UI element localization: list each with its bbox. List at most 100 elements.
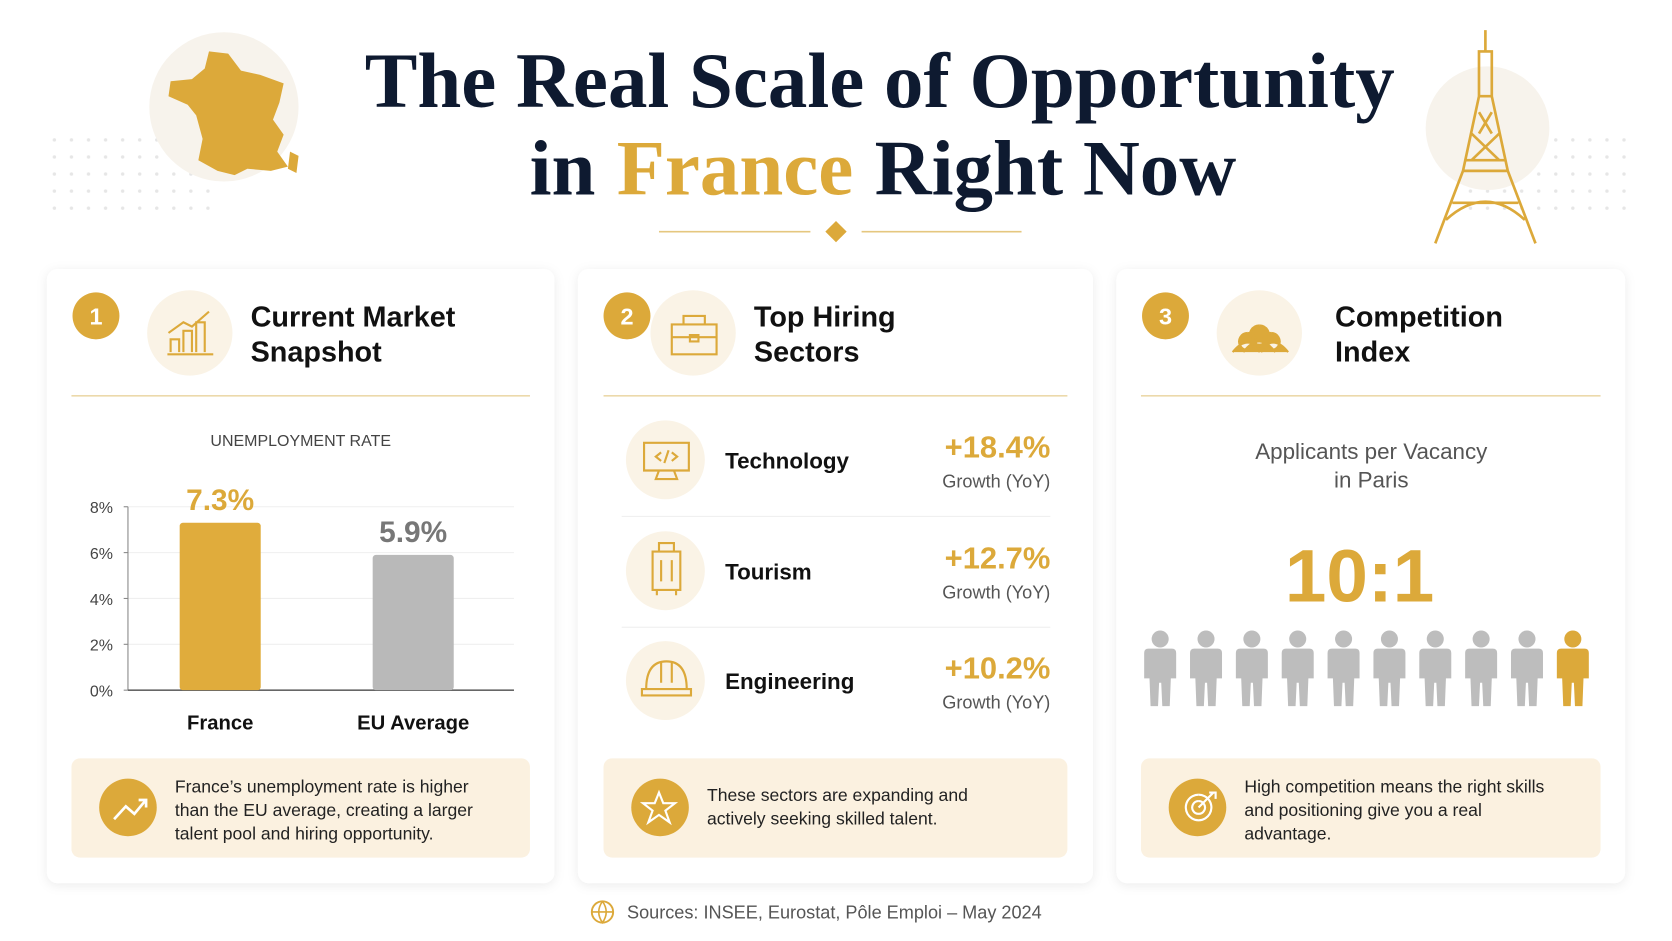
icon-circle <box>147 290 233 376</box>
note-text: than the EU average, creating a larger <box>175 800 473 820</box>
number-badge <box>72 292 120 340</box>
sources: Sources: INSEE, Eurostat, Pôle Emploi – … <box>590 900 1042 925</box>
note-box <box>603 758 1068 858</box>
icon <box>639 789 679 826</box>
card-title: Current Market <box>251 302 456 334</box>
sector-note: Growth (YoY) <box>942 692 1050 712</box>
person-body <box>1281 648 1314 707</box>
icon <box>1231 324 1289 353</box>
icon <box>1184 791 1217 822</box>
card <box>46 268 555 884</box>
bar <box>372 554 454 691</box>
person-head <box>1197 630 1215 648</box>
sector-icon <box>642 441 690 481</box>
sector-growth: +18.4% <box>945 430 1051 465</box>
card-title: Competition <box>1335 302 1503 334</box>
value-label: 5.9% <box>379 516 447 549</box>
note-text: These sectors are expanding and <box>707 785 968 805</box>
card-title: Snapshot <box>251 337 383 369</box>
person-body <box>1144 648 1177 707</box>
card-number: 2 <box>620 303 633 329</box>
person-head <box>1380 630 1398 648</box>
sector-note: Growth (YoY) <box>942 472 1050 492</box>
sector-growth: +10.2% <box>945 650 1051 685</box>
y-tick-label: 4% <box>90 592 113 609</box>
title-word: in <box>530 125 596 212</box>
x-tick-label: France <box>187 713 253 735</box>
globe-lines <box>591 900 614 925</box>
note-text: High competition means the right skills <box>1244 777 1544 797</box>
y-tick-label: 6% <box>90 546 113 563</box>
sector-name: Technology <box>725 448 849 473</box>
note-box <box>71 758 530 858</box>
card-title: Top Hiring <box>754 302 896 334</box>
card-number: 1 <box>89 303 102 329</box>
x-tick-label: EU Average <box>357 713 469 735</box>
eiffel-tower <box>1434 30 1537 244</box>
sector-icon-circle <box>625 641 705 721</box>
y-tick-label: 2% <box>90 638 113 655</box>
person-head <box>1289 630 1307 648</box>
people-icons <box>1144 630 1589 707</box>
title-line-2: in France Right Now <box>530 125 1237 212</box>
note-icon <box>631 778 689 837</box>
person-head <box>1518 630 1536 648</box>
card-number: 3 <box>1159 303 1172 329</box>
bar <box>179 522 261 691</box>
competition-subtitle: in Paris <box>1334 468 1409 493</box>
title-line-1: The Real Scale of Opportunity <box>365 38 1395 125</box>
person-head <box>1335 630 1353 648</box>
note-icon <box>1168 778 1227 837</box>
person-body <box>1419 648 1452 707</box>
card <box>1116 268 1626 884</box>
competition-ratio: 10:1 <box>1285 534 1434 618</box>
icon <box>670 314 718 356</box>
card <box>577 268 1093 884</box>
icon <box>167 310 214 356</box>
note-text: France’s unemployment rate is higher <box>175 777 469 797</box>
sectors: Technology +18.4% Growth (YoY) Tourism +12.7… <box>621 420 1051 721</box>
icon <box>113 798 148 821</box>
value-label: 7.3% <box>186 484 254 517</box>
person-body <box>1327 648 1360 707</box>
sector-name: Tourism <box>725 559 812 584</box>
chart-subtitle: UNEMPLOYMENT RATE <box>210 433 391 450</box>
sector-name: Engineering <box>725 669 854 694</box>
note-text: advantage. <box>1244 823 1331 843</box>
bar-chart: 0% 2% 4% 6% 8% 7.3% France 5.9% EU Average <box>90 484 514 735</box>
y-tick-label: 0% <box>90 684 113 701</box>
person-body <box>1235 648 1268 707</box>
title-word: Right Now <box>875 125 1237 212</box>
title-highlight: France <box>617 125 854 212</box>
note-text: and positioning give you a real <box>1244 800 1481 820</box>
icon-circle <box>650 290 736 376</box>
person-body <box>1510 648 1543 707</box>
sector-icon <box>651 541 682 596</box>
note-box <box>1140 758 1601 858</box>
note-text: talent pool and hiring opportunity. <box>175 823 434 843</box>
person-head <box>1151 630 1169 648</box>
sector-icon <box>640 660 693 697</box>
person-body <box>1373 648 1406 707</box>
divider-diamond <box>825 220 847 243</box>
person-head <box>1243 630 1261 648</box>
person-head <box>1564 630 1582 648</box>
person-head <box>1472 630 1490 648</box>
sector-note: Growth (YoY) <box>942 582 1050 602</box>
competition-subtitle: Applicants per Vacancy <box>1255 439 1488 464</box>
y-tick-label: 8% <box>90 500 113 517</box>
sources-text: Sources: INSEE, Eurostat, Pôle Emploi – … <box>627 902 1042 922</box>
card-title: Index <box>1335 337 1410 369</box>
card-title: Sectors <box>754 337 860 369</box>
number-badge <box>1142 292 1189 340</box>
france-map <box>168 51 299 176</box>
sector-icon-circle <box>625 531 705 611</box>
person-body <box>1556 648 1589 707</box>
number-badge <box>603 292 651 340</box>
sector-growth: +12.7% <box>945 541 1051 576</box>
person-body <box>1465 648 1498 707</box>
note-text: actively seeking skilled talent. <box>707 809 938 829</box>
person-body <box>1190 648 1223 707</box>
